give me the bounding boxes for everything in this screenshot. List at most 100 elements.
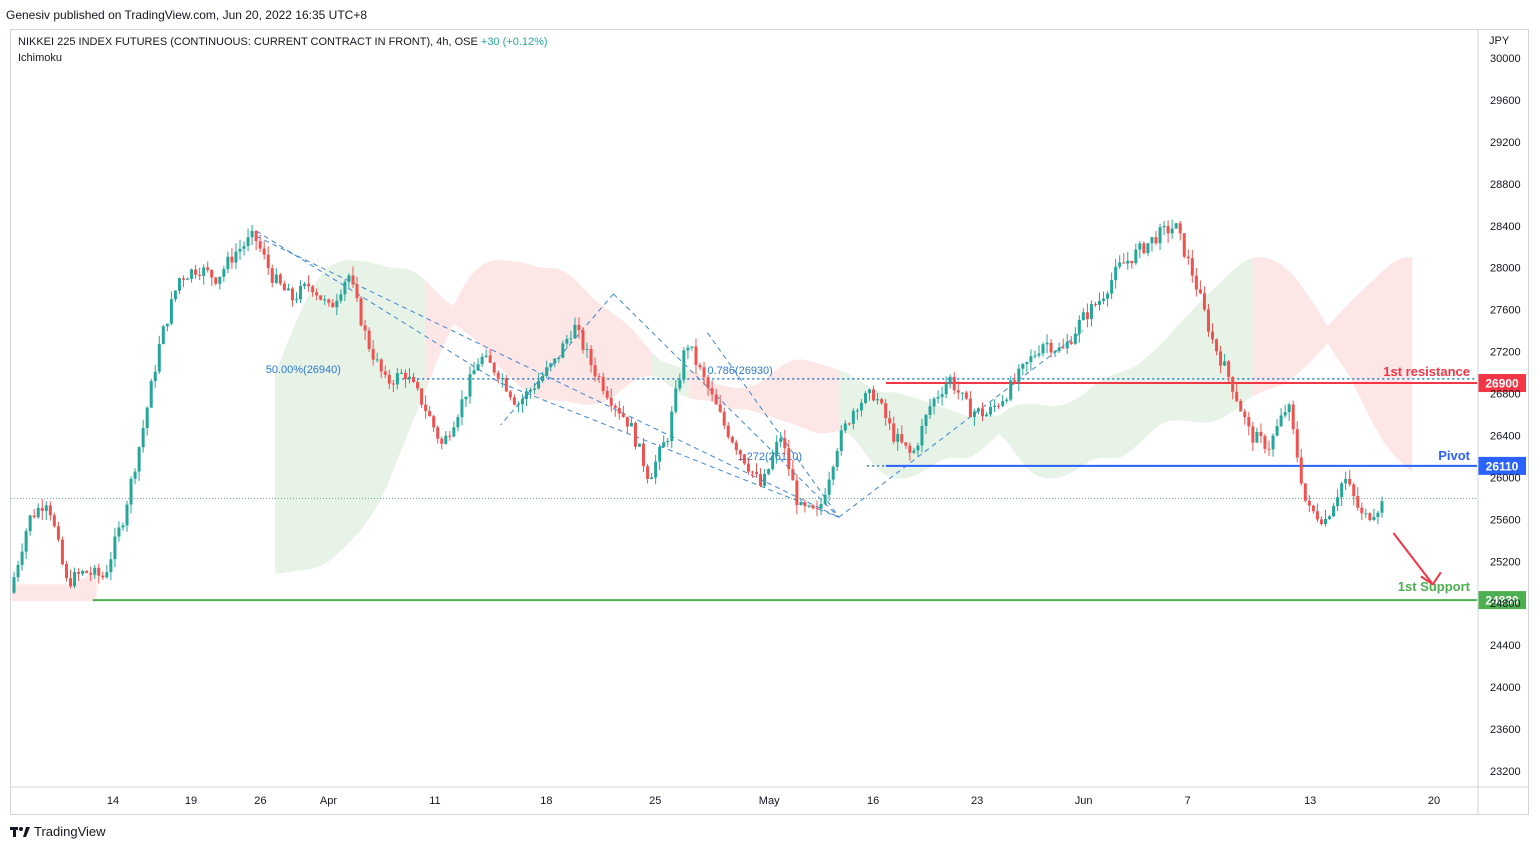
candle[interactable] bbox=[1255, 427, 1259, 443]
candle[interactable] bbox=[444, 431, 448, 445]
candle[interactable] bbox=[1235, 382, 1239, 403]
candle[interactable] bbox=[278, 272, 282, 286]
candle[interactable] bbox=[549, 362, 553, 372]
candle[interactable] bbox=[1126, 252, 1130, 270]
candle[interactable] bbox=[101, 571, 105, 580]
candle[interactable] bbox=[1102, 291, 1106, 305]
candle[interactable] bbox=[835, 447, 839, 471]
candle[interactable] bbox=[742, 453, 746, 466]
candle[interactable] bbox=[944, 376, 948, 399]
candle[interactable] bbox=[1328, 514, 1332, 521]
candle[interactable] bbox=[855, 408, 859, 420]
candle[interactable] bbox=[379, 358, 383, 379]
candle[interactable] bbox=[872, 385, 876, 402]
candle[interactable] bbox=[803, 499, 807, 513]
candle[interactable] bbox=[428, 405, 432, 417]
candle[interactable] bbox=[730, 435, 734, 444]
candle[interactable] bbox=[1069, 335, 1073, 346]
candle[interactable] bbox=[480, 353, 484, 367]
candle[interactable] bbox=[924, 413, 928, 435]
candle[interactable] bbox=[1089, 300, 1093, 327]
candle[interactable] bbox=[565, 334, 569, 349]
candle[interactable] bbox=[1029, 349, 1033, 371]
candle[interactable] bbox=[190, 268, 194, 283]
candle[interactable] bbox=[916, 442, 920, 457]
candle[interactable] bbox=[294, 292, 298, 304]
candle[interactable] bbox=[177, 277, 181, 295]
candle[interactable] bbox=[529, 387, 533, 399]
candle[interactable] bbox=[605, 386, 609, 401]
candle[interactable] bbox=[956, 381, 960, 400]
candle[interactable] bbox=[726, 422, 730, 440]
candle[interactable] bbox=[791, 459, 795, 481]
candle[interactable] bbox=[904, 442, 908, 449]
candle[interactable] bbox=[222, 265, 226, 282]
candle[interactable] bbox=[1356, 487, 1360, 511]
candle[interactable] bbox=[169, 291, 173, 326]
candle[interactable] bbox=[1319, 516, 1323, 526]
candle[interactable] bbox=[157, 335, 161, 374]
candle[interactable] bbox=[117, 521, 121, 542]
candle[interactable] bbox=[1223, 353, 1227, 367]
candle[interactable] bbox=[617, 401, 621, 420]
candle[interactable] bbox=[125, 500, 129, 532]
candle[interactable] bbox=[452, 421, 456, 438]
candle[interactable] bbox=[242, 241, 246, 256]
candle[interactable] bbox=[1041, 342, 1045, 357]
candle[interactable] bbox=[500, 373, 504, 388]
candle[interactable] bbox=[141, 419, 145, 453]
candle[interactable] bbox=[1134, 243, 1138, 265]
candle[interactable] bbox=[432, 414, 436, 432]
candle[interactable] bbox=[508, 390, 512, 401]
candle[interactable] bbox=[1057, 342, 1061, 353]
candle[interactable] bbox=[448, 431, 452, 441]
candle[interactable] bbox=[859, 399, 863, 417]
candle[interactable] bbox=[868, 388, 871, 401]
candle[interactable] bbox=[1098, 292, 1102, 311]
candle[interactable] bbox=[908, 442, 912, 461]
candle[interactable] bbox=[395, 368, 399, 390]
candle[interactable] bbox=[420, 387, 424, 408]
candle[interactable] bbox=[327, 298, 331, 307]
candle[interactable] bbox=[678, 373, 682, 392]
candle[interactable] bbox=[920, 418, 924, 453]
candle[interactable] bbox=[654, 455, 658, 485]
candle[interactable] bbox=[1332, 503, 1336, 517]
candle[interactable] bbox=[375, 352, 379, 363]
candle[interactable] bbox=[1053, 349, 1057, 357]
candle[interactable] bbox=[763, 469, 767, 489]
candle[interactable] bbox=[738, 449, 742, 461]
candle[interactable] bbox=[315, 288, 319, 301]
candle[interactable] bbox=[589, 345, 593, 373]
candle[interactable] bbox=[629, 416, 633, 427]
candle[interactable] bbox=[1259, 423, 1263, 444]
instrument-legend[interactable]: NIKKEI 225 INDEX FUTURES (CONTINUOUS: CU… bbox=[18, 36, 548, 48]
candle[interactable] bbox=[1065, 333, 1069, 354]
candle[interactable] bbox=[646, 463, 650, 484]
candle[interactable] bbox=[863, 391, 867, 405]
candle[interactable] bbox=[573, 317, 577, 339]
candle[interactable] bbox=[666, 437, 670, 447]
candle[interactable] bbox=[460, 390, 464, 426]
candle[interactable] bbox=[1081, 308, 1085, 321]
candle[interactable] bbox=[1045, 334, 1049, 354]
candle[interactable] bbox=[133, 468, 137, 485]
candle[interactable] bbox=[194, 264, 198, 279]
candle[interactable] bbox=[173, 290, 177, 302]
candle[interactable] bbox=[1376, 510, 1380, 525]
candle[interactable] bbox=[1348, 469, 1352, 487]
candle[interactable] bbox=[1033, 350, 1037, 359]
candle[interactable] bbox=[1118, 255, 1122, 269]
candle[interactable] bbox=[690, 346, 694, 351]
candle[interactable] bbox=[64, 560, 68, 582]
candle[interactable] bbox=[811, 504, 815, 510]
candle[interactable] bbox=[488, 348, 492, 363]
price-tag[interactable] bbox=[1478, 591, 1526, 610]
candle[interactable] bbox=[440, 436, 444, 450]
candle[interactable] bbox=[1158, 223, 1162, 251]
candle[interactable] bbox=[20, 543, 24, 571]
candle[interactable] bbox=[109, 551, 113, 581]
candle[interactable] bbox=[839, 425, 843, 456]
candle[interactable] bbox=[1271, 433, 1275, 457]
candle[interactable] bbox=[129, 476, 133, 514]
